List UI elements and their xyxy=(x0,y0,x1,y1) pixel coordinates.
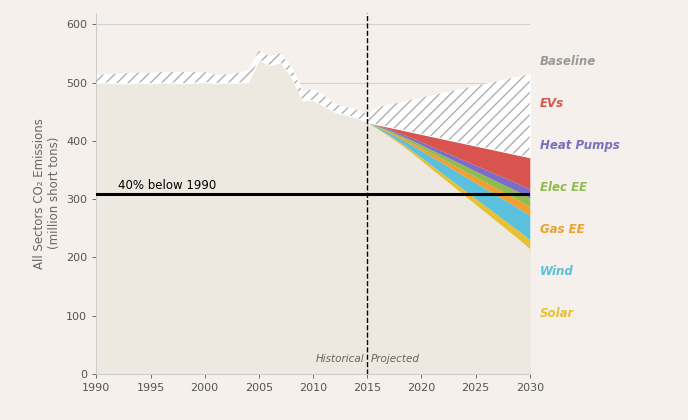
Text: Wind: Wind xyxy=(540,265,574,278)
Text: Baseline: Baseline xyxy=(540,55,596,68)
Text: Gas EE: Gas EE xyxy=(540,223,585,236)
Text: Elec EE: Elec EE xyxy=(540,181,587,194)
Text: 40% below 1990: 40% below 1990 xyxy=(118,179,216,192)
Y-axis label: All Sectors CO₂ Emissions
(million short tons): All Sectors CO₂ Emissions (million short… xyxy=(32,118,61,269)
Text: Solar: Solar xyxy=(540,307,574,320)
Text: Heat Pumps: Heat Pumps xyxy=(540,139,620,152)
Text: EVs: EVs xyxy=(540,97,564,110)
Text: Historical: Historical xyxy=(315,354,364,364)
Text: Projected: Projected xyxy=(370,354,420,364)
